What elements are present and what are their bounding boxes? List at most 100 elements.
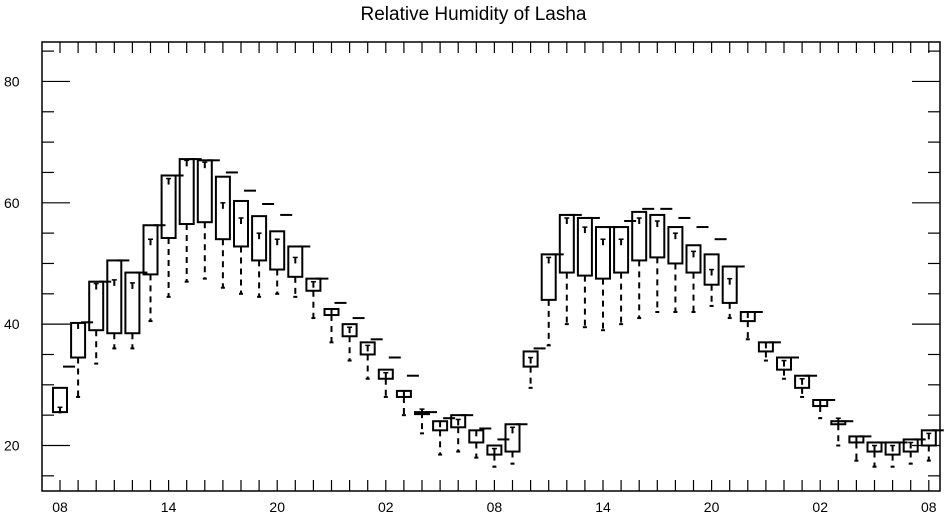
iqr-box [920, 429, 937, 447]
box-41 [794, 374, 818, 398]
box-43 [830, 417, 854, 447]
box-31 [613, 219, 637, 326]
box-0 [52, 365, 75, 414]
iqr-box [124, 271, 141, 335]
x-tick-label: 20 [704, 499, 720, 515]
y-tick-label: 60 [4, 195, 20, 211]
box-36 [703, 238, 727, 307]
box-3 [106, 259, 130, 350]
iqr-box [884, 441, 901, 456]
iqr-box [794, 374, 811, 389]
box-26 [522, 347, 546, 389]
box-38 [739, 311, 763, 341]
x-tick-label: 14 [595, 499, 611, 515]
iqr-box [305, 277, 322, 292]
box-16 [341, 317, 365, 362]
box-25 [504, 423, 528, 465]
box-39 [757, 341, 781, 362]
iqr-box [558, 213, 575, 274]
box-29 [576, 216, 600, 329]
iqr-box [106, 259, 123, 335]
box-48 [920, 429, 944, 462]
iqr-box [341, 323, 358, 338]
box-4 [124, 271, 148, 350]
iqr-box [377, 368, 394, 380]
iqr-box [649, 213, 666, 259]
box-32 [631, 207, 655, 320]
box-18 [377, 356, 401, 398]
y-tick-label: 80 [4, 73, 20, 89]
box-14 [305, 277, 329, 320]
iqr-box [902, 438, 919, 453]
plot-frame [41, 41, 941, 492]
iqr-box [450, 414, 467, 429]
iqr-box [866, 441, 883, 453]
box-20 [414, 408, 437, 435]
x-tick-label: 02 [812, 499, 828, 515]
x-tick-label: 08 [52, 499, 68, 515]
iqr-box [504, 423, 521, 453]
box-10 [233, 189, 256, 295]
iqr-box [576, 216, 593, 277]
box-28 [558, 213, 582, 326]
box-22 [450, 414, 474, 453]
x-tick-label: 08 [921, 499, 937, 515]
iqr-box [178, 158, 195, 226]
box-46 [884, 441, 908, 468]
x-axis: 08 14 20 02 08 14 20 02 08 [52, 42, 937, 515]
iqr-box [269, 230, 286, 271]
iqr-box [214, 175, 231, 241]
box-33 [649, 207, 673, 314]
box-series [52, 158, 944, 468]
box-23 [468, 427, 492, 459]
iqr-box [613, 226, 630, 274]
iqr-box [486, 444, 503, 456]
box-35 [685, 226, 709, 314]
box-19 [395, 374, 419, 417]
iqr-box [160, 174, 177, 239]
iqr-box [88, 280, 105, 332]
box-11 [251, 203, 275, 298]
box-21 [432, 417, 456, 456]
iqr-box [142, 224, 159, 276]
box-47 [902, 438, 926, 465]
box-1 [70, 321, 94, 398]
y-tick-label: 40 [4, 316, 20, 332]
iqr-box [287, 245, 304, 278]
box-42 [812, 398, 836, 420]
iqr-box [595, 226, 611, 280]
iqr-box [522, 350, 539, 368]
iqr-box [540, 253, 557, 301]
iqr-box [196, 159, 213, 224]
iqr-box [359, 341, 376, 356]
box-17 [359, 338, 383, 380]
box-44 [848, 435, 872, 462]
box-37 [721, 265, 745, 320]
box-24 [486, 438, 510, 468]
iqr-box [685, 244, 702, 274]
chart-title: Relative Humidity of Lasha [360, 4, 587, 25]
box-9 [214, 171, 238, 289]
box-13 [287, 245, 311, 298]
iqr-box [667, 226, 684, 265]
iqr-box [721, 265, 738, 304]
box-8 [196, 159, 220, 280]
x-tick-label: 14 [161, 499, 177, 515]
y-tick-label: 20 [4, 437, 20, 453]
box-15 [323, 301, 347, 344]
box-2 [88, 280, 112, 365]
iqr-box [703, 253, 720, 286]
iqr-box [631, 210, 648, 262]
box-5 [142, 224, 166, 323]
box-12 [269, 213, 293, 295]
iqr-box [776, 356, 792, 371]
iqr-box [251, 215, 268, 262]
box-7 [178, 158, 202, 283]
box-27 [540, 253, 564, 347]
iqr-box [233, 199, 249, 248]
box-34 [667, 216, 691, 314]
box-6 [160, 174, 184, 298]
x-tick-label: 02 [378, 499, 394, 515]
box-40 [776, 356, 799, 380]
